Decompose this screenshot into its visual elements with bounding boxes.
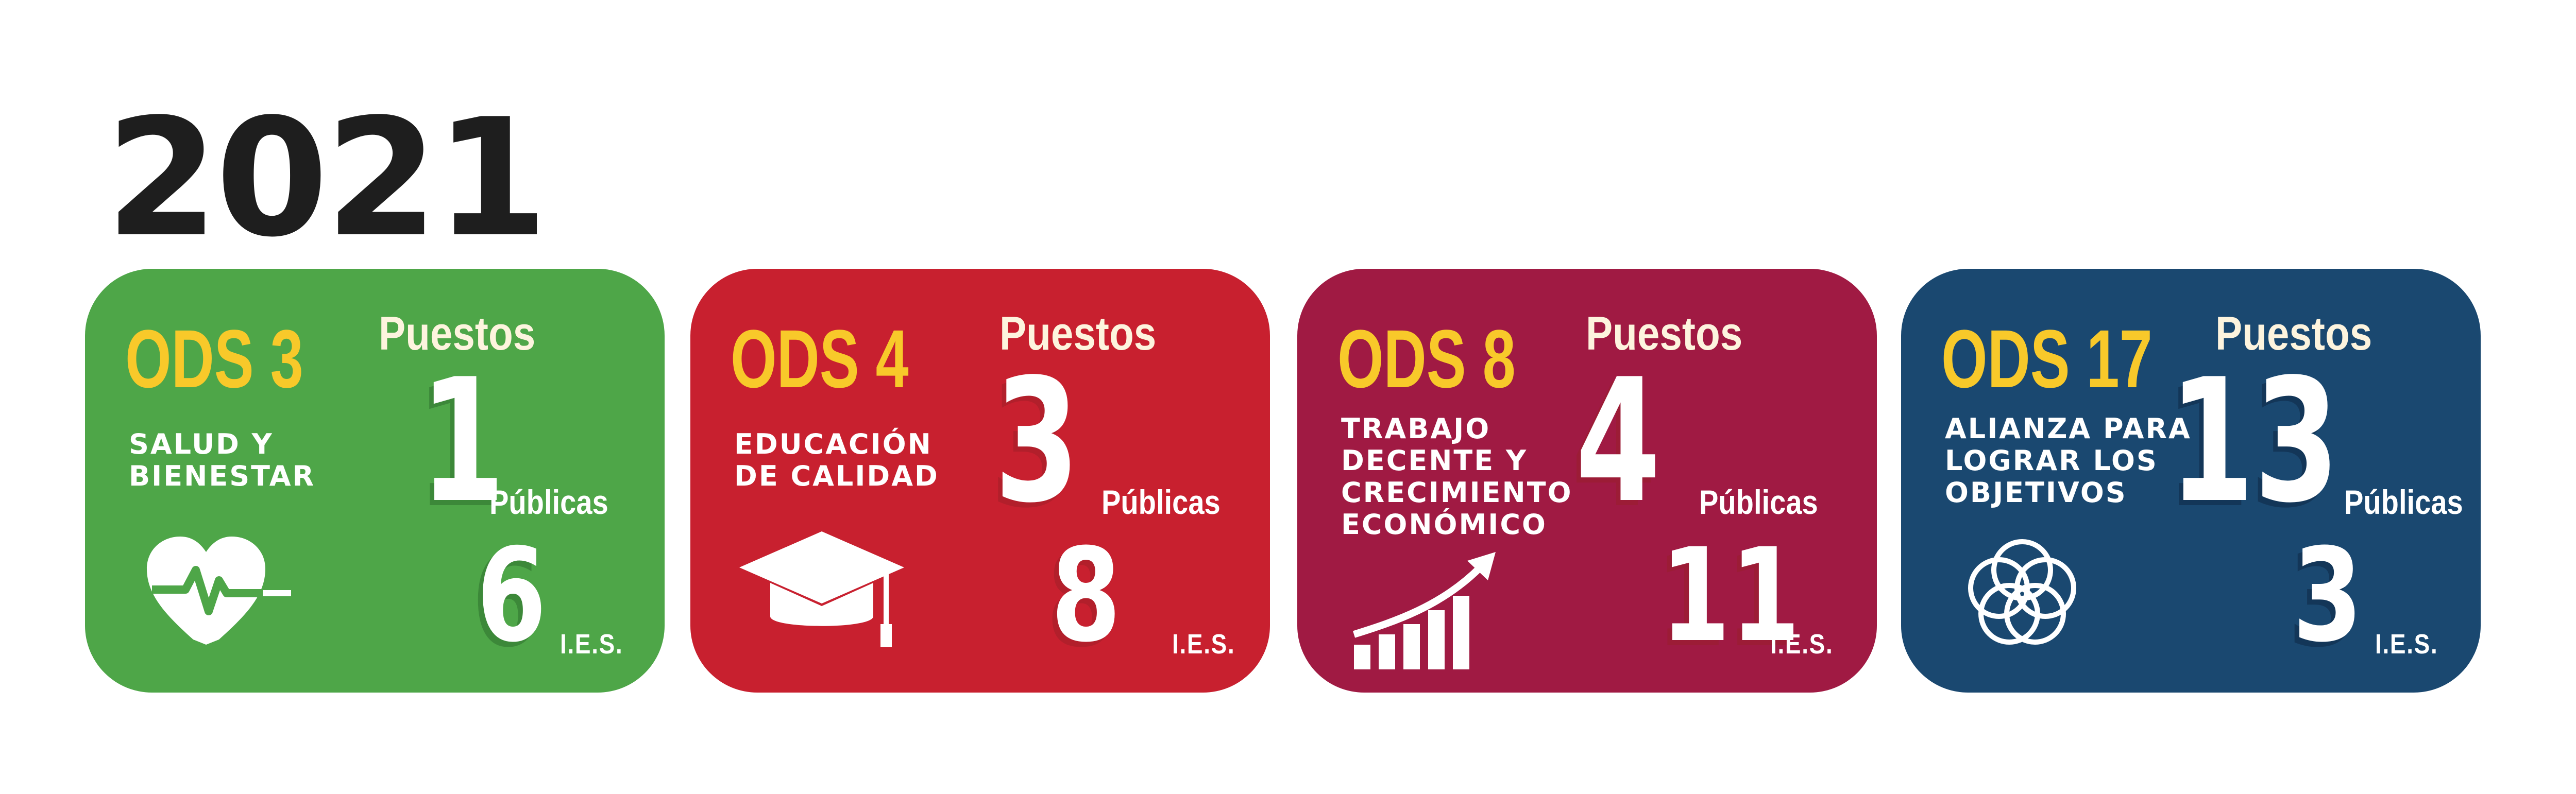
year-heading: 2021 xyxy=(106,84,548,273)
puestos-label: Puestos xyxy=(999,307,1157,360)
publicas-label: Públicas xyxy=(1101,483,1221,521)
growth-chart-icon xyxy=(1349,549,1503,675)
ods-label: ODS 4 xyxy=(731,313,909,405)
ods-title-line: DE CALIDAD xyxy=(734,460,939,492)
ods-title-line: CRECIMIENTO xyxy=(1341,476,1573,509)
ies-label: I.E.S. xyxy=(560,629,623,660)
ies-value: 8 xyxy=(1051,521,1121,670)
ods-title-line: BIENESTAR xyxy=(129,460,316,492)
heart-pulse-icon xyxy=(137,529,296,649)
interlocking-circles-icon xyxy=(1958,529,2087,660)
ies-value: 11 xyxy=(1660,521,1801,670)
publicas-value: 13 xyxy=(2169,342,2340,540)
ies-value: 6 xyxy=(477,521,547,670)
ods-title-line: OBJETIVOS xyxy=(1945,476,2127,509)
ods-title-line: LOGRAR LOS xyxy=(1945,444,2158,477)
publicas-value: 1 xyxy=(420,342,505,540)
ies-label: I.E.S. xyxy=(1770,629,1834,660)
ods-card-17: ODS 17 ALIANZA PARA LOGRAR LOS OBJETIVOS… xyxy=(1901,269,2481,693)
ods-title-line: ALIANZA PARA xyxy=(1945,412,2192,445)
ods-label: ODS 3 xyxy=(125,313,303,405)
puestos-label: Puestos xyxy=(2215,307,2372,360)
publicas-label: Públicas xyxy=(1699,483,1818,521)
ods-card-3: ODS 3 SALUD Y BIENESTAR Puestos 1 Públic… xyxy=(85,269,665,693)
publicas-label: Públicas xyxy=(489,483,608,521)
graduation-cap-icon xyxy=(739,526,909,652)
publicas-label: Públicas xyxy=(2344,483,2463,521)
ies-label: I.E.S. xyxy=(2375,629,2438,660)
ods-card-8: ODS 8 TRABAJO DECENTE Y CRECIMIENTO ECON… xyxy=(1297,269,1877,693)
ods-title-line: DECENTE Y xyxy=(1341,444,1528,477)
ies-label: I.E.S. xyxy=(1172,629,1235,660)
ods-title-line: EDUCACIÓN xyxy=(734,428,933,460)
ods-title: EDUCACIÓN DE CALIDAD xyxy=(734,428,1002,492)
puestos-label: Puestos xyxy=(1586,307,1743,360)
ods-label: ODS 8 xyxy=(1337,313,1516,405)
ies-value: 3 xyxy=(2293,521,2363,670)
ods-title-line: SALUD Y xyxy=(129,428,274,460)
ods-title-line: ECONÓMICO xyxy=(1341,508,1547,541)
publicas-value: 4 xyxy=(1575,342,1661,540)
ods-title: TRABAJO DECENTE Y CRECIMIENTO ECONÓMICO xyxy=(1341,413,1609,541)
ods-card-4: ODS 4 EDUCACIÓN DE CALIDAD Puestos 3 Púb… xyxy=(690,269,1270,693)
puestos-label: Puestos xyxy=(379,307,536,360)
ods-title-line: TRABAJO xyxy=(1341,412,1491,445)
ods-label: ODS 17 xyxy=(1941,313,2153,405)
ods-title: ALIANZA PARA LOGRAR LOS OBJETIVOS xyxy=(1945,413,2213,509)
publicas-value: 3 xyxy=(994,342,1080,540)
ods-title: SALUD Y BIENESTAR xyxy=(129,428,397,492)
